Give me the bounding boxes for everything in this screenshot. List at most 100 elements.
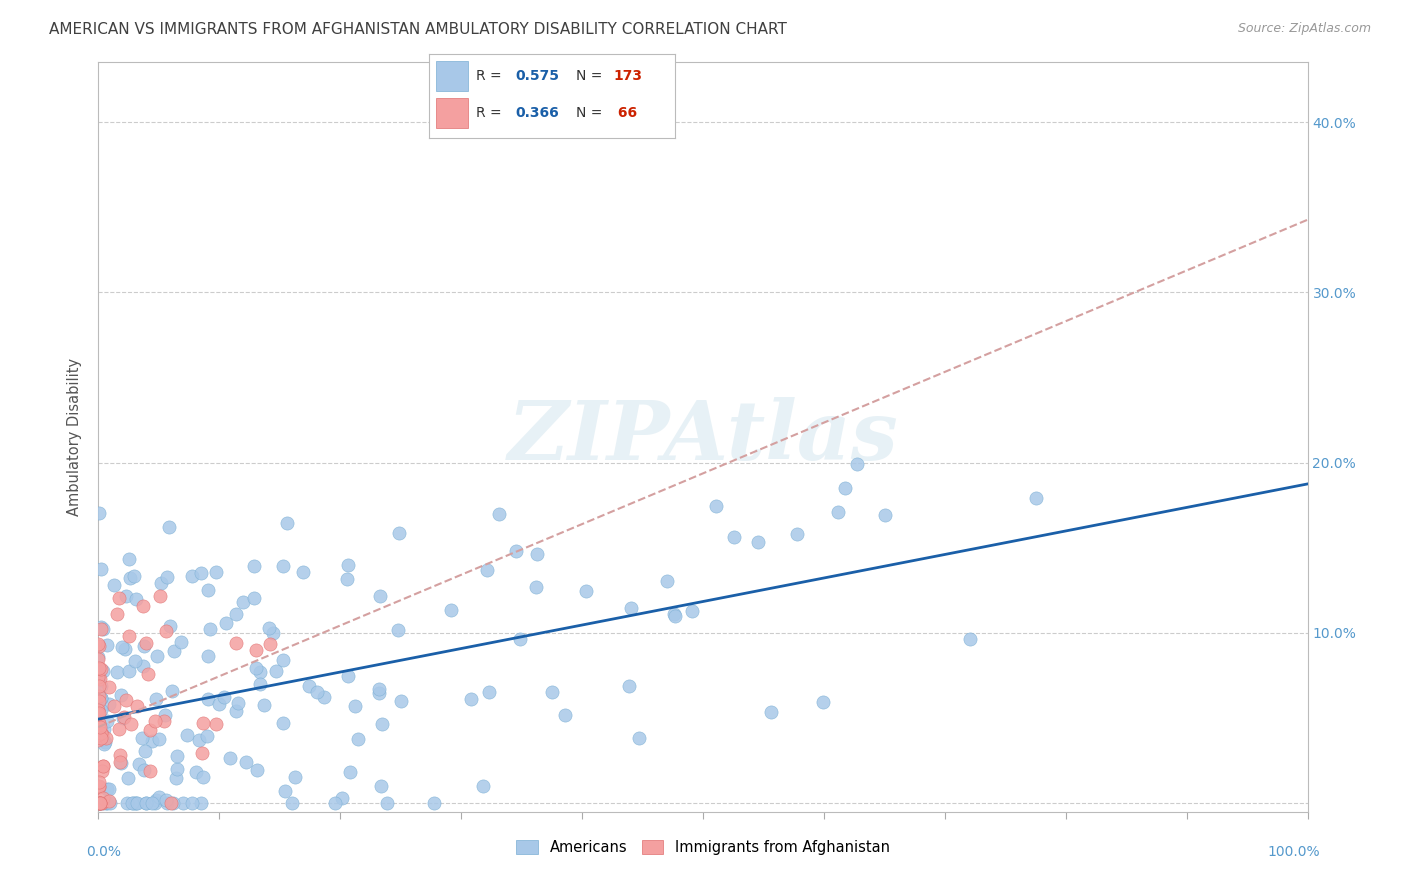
Point — [343, 699, 366, 714]
Point — [124, 568, 146, 582]
Point — [526, 547, 548, 561]
Point — [90, 662, 112, 676]
Point — [117, 771, 139, 785]
Text: N =: N = — [576, 69, 607, 83]
Point — [959, 632, 981, 646]
Point — [139, 723, 162, 737]
Point — [172, 796, 194, 810]
Point — [89, 796, 111, 810]
Point — [96, 731, 118, 746]
Point — [423, 796, 446, 810]
Point — [89, 796, 111, 810]
Point — [477, 685, 499, 699]
Point — [875, 508, 897, 523]
Point — [89, 679, 111, 693]
Point — [232, 595, 254, 609]
Point — [105, 665, 128, 679]
Point — [245, 660, 267, 674]
Point — [89, 661, 111, 675]
Point — [747, 535, 769, 549]
Point — [87, 638, 110, 652]
Point — [90, 764, 112, 779]
Point — [103, 698, 125, 713]
Legend: Americans, Immigrants from Afghanistan: Americans, Immigrants from Afghanistan — [510, 834, 896, 861]
Point — [110, 756, 132, 770]
Point — [388, 525, 411, 540]
Point — [541, 685, 564, 699]
Point — [91, 732, 114, 747]
Point — [141, 796, 163, 810]
Point — [225, 636, 247, 650]
Point — [145, 792, 167, 806]
Point — [108, 756, 131, 770]
Point — [225, 704, 247, 718]
Point — [153, 708, 176, 723]
Point — [105, 607, 128, 621]
Point — [98, 697, 121, 711]
Point — [377, 796, 399, 810]
Point — [87, 780, 110, 795]
Point — [131, 599, 153, 614]
Point — [91, 796, 114, 810]
Point — [274, 783, 297, 797]
Point — [160, 796, 183, 810]
Point — [271, 716, 294, 731]
Point — [127, 699, 149, 714]
Point — [259, 637, 281, 651]
Point — [284, 770, 307, 784]
Point — [148, 732, 170, 747]
Point — [155, 624, 177, 638]
Text: 100.0%: 100.0% — [1267, 846, 1320, 859]
Point — [97, 794, 120, 808]
Point — [619, 679, 641, 693]
Point — [257, 621, 280, 635]
Point — [191, 746, 214, 760]
Point — [139, 764, 162, 779]
Point — [204, 716, 226, 731]
Point — [96, 781, 118, 796]
Bar — [436, 98, 468, 128]
Point — [90, 691, 112, 706]
Point — [166, 749, 188, 764]
Point — [103, 578, 125, 592]
Point — [655, 574, 678, 589]
Point — [243, 591, 266, 606]
Point — [87, 671, 110, 685]
Point — [93, 737, 115, 751]
Point — [253, 698, 276, 713]
Point — [93, 722, 115, 736]
Point — [89, 720, 111, 734]
Point — [135, 636, 157, 650]
Point — [89, 715, 111, 730]
Point — [87, 796, 110, 810]
Point — [336, 558, 359, 573]
Point — [93, 759, 115, 773]
Point — [96, 638, 118, 652]
Point — [98, 681, 121, 695]
Point — [87, 780, 110, 794]
Point — [226, 697, 249, 711]
Point — [368, 681, 391, 696]
Point — [191, 770, 214, 784]
Point — [118, 551, 141, 566]
Point — [264, 665, 287, 679]
Point — [163, 644, 186, 658]
Point — [87, 506, 110, 520]
Point — [132, 659, 155, 673]
Bar — [436, 62, 468, 91]
Point — [271, 653, 294, 667]
Text: Source: ZipAtlas.com: Source: ZipAtlas.com — [1237, 22, 1371, 36]
Point — [87, 796, 110, 810]
Point — [170, 635, 193, 649]
Point — [827, 505, 849, 519]
Point — [114, 590, 136, 604]
Point — [150, 576, 173, 591]
Point — [91, 665, 114, 679]
Point — [330, 790, 353, 805]
Point — [125, 796, 148, 810]
Point — [159, 618, 181, 632]
Point — [198, 622, 221, 636]
Point — [87, 706, 110, 721]
Point — [91, 791, 114, 805]
Point — [215, 615, 238, 630]
